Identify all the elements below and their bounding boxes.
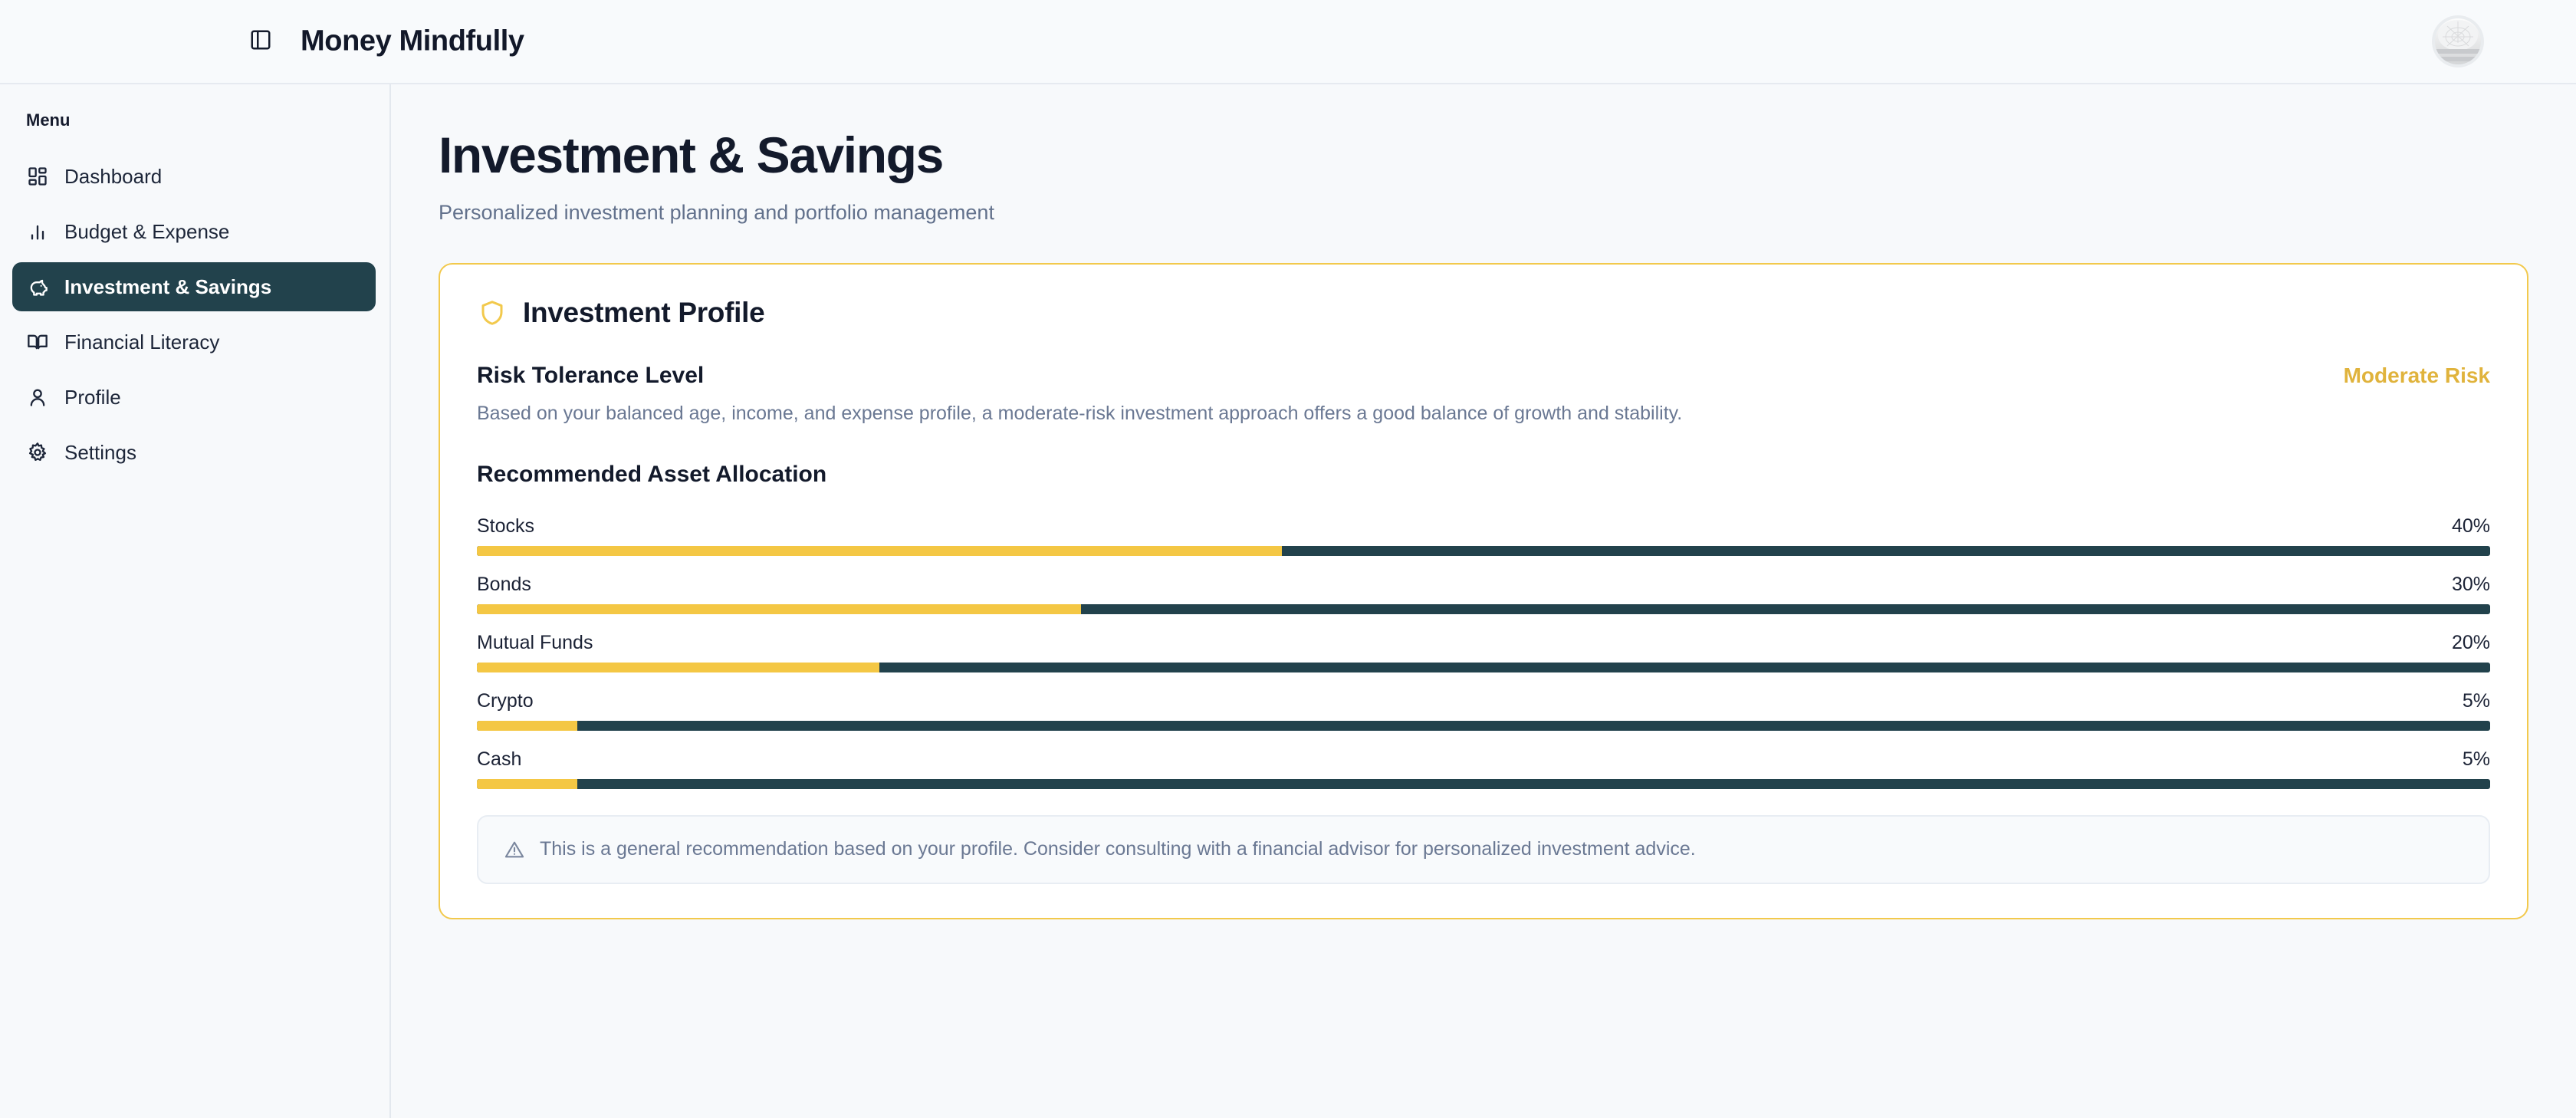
allocation-name: Bonds: [477, 573, 531, 595]
risk-tolerance-label: Risk Tolerance Level: [477, 362, 705, 388]
card-header: Investment Profile: [477, 297, 2490, 329]
shield-icon: [477, 298, 508, 328]
allocation-section-title: Recommended Asset Allocation: [477, 461, 827, 487]
sidebar-item-label: Profile: [64, 385, 121, 409]
allocation-percent: 30%: [2451, 573, 2490, 595]
allocation-name: Crypto: [477, 689, 534, 712]
sidebar-item-label: Settings: [64, 440, 136, 464]
gear-icon: [26, 441, 49, 464]
disclaimer-text: This is a general recommendation based o…: [540, 838, 1696, 860]
layout-dashboard-icon: [26, 165, 49, 188]
allocation-bar-fill: [477, 545, 1283, 556]
allocation-bar-track: [477, 662, 2490, 672]
app-brand-title: Money Mindfully: [301, 25, 524, 58]
avatar[interactable]: [2432, 15, 2484, 67]
risk-tolerance-row: Risk Tolerance Level Moderate Risk: [477, 363, 2490, 389]
sidebar-item-budget-expense[interactable]: Budget & Expense: [12, 207, 376, 256]
disclaimer-note: This is a general recommendation based o…: [477, 814, 2490, 884]
allocation-percent: 5%: [2462, 689, 2490, 712]
main-content: Investment & Savings Personalized invest…: [391, 84, 2576, 1118]
status-badge: Moderate Risk: [2343, 363, 2490, 387]
allocation-bar-fill: [477, 778, 578, 789]
sidebar-item-label: Financial Literacy: [64, 330, 220, 353]
allocation-bar-fill: [477, 603, 1081, 614]
list-item: Stocks 40%: [477, 515, 2490, 556]
sidebar-item-investment-savings[interactable]: Investment & Savings: [12, 262, 376, 311]
card-title: Investment Profile: [523, 296, 765, 328]
allocation-bar-fill: [477, 662, 880, 672]
sidebar-item-financial-literacy[interactable]: Financial Literacy: [12, 317, 376, 367]
risk-description: Based on your balanced age, income, and …: [477, 402, 1683, 424]
sidebar-section-label: Menu: [26, 110, 71, 130]
sidebar-item-label: Budget & Expense: [64, 219, 230, 243]
app-body: Menu Dashboard: [0, 84, 2576, 1118]
allocation-bar-track: [477, 603, 2490, 614]
allocation-name: Cash: [477, 748, 522, 770]
allocation-bar-track: [477, 720, 2490, 731]
sidebar: Menu Dashboard: [0, 84, 391, 1118]
sidebar-toggle-button[interactable]: [244, 25, 278, 58]
allocation-list: Stocks 40% Bonds 30%: [477, 515, 2490, 789]
investment-profile-card: Investment Profile Risk Tolerance Level …: [439, 262, 2528, 919]
sidebar-nav: Dashboard Budget & Expense Investme: [0, 152, 389, 477]
warning-triangle-icon: [503, 838, 526, 861]
allocation-bar-track: [477, 778, 2490, 789]
sidebar-panel-icon: [249, 28, 272, 55]
allocation-name: Stocks: [477, 515, 535, 537]
piggy-bank-icon: [26, 275, 49, 298]
sidebar-item-dashboard[interactable]: Dashboard: [12, 152, 376, 201]
allocation-bar-track: [477, 545, 2490, 556]
list-item: Cash 5%: [477, 748, 2490, 789]
allocation-percent: 5%: [2462, 748, 2490, 770]
list-item: Mutual Funds 20%: [477, 632, 2490, 672]
allocation-bar-fill: [477, 720, 578, 731]
allocation-name: Mutual Funds: [477, 631, 593, 653]
list-item: Bonds 30%: [477, 574, 2490, 614]
top-header-bar: Money Mindfully: [0, 0, 2576, 84]
sidebar-item-settings[interactable]: Settings: [12, 428, 376, 477]
avatar-image: [2435, 18, 2481, 64]
book-open-icon: [26, 330, 49, 353]
page-subtitle: Personalized investment planning and por…: [439, 200, 994, 224]
page-title: Investment & Savings: [439, 127, 944, 183]
user-icon: [26, 386, 49, 409]
allocation-percent: 40%: [2451, 515, 2490, 537]
sidebar-item-label: Investment & Savings: [64, 275, 272, 298]
sidebar-item-profile[interactable]: Profile: [12, 373, 376, 422]
allocation-percent: 20%: [2451, 631, 2490, 653]
sidebar-item-label: Dashboard: [64, 164, 163, 188]
list-item: Crypto 5%: [477, 690, 2490, 731]
bar-chart-icon: [26, 220, 49, 243]
